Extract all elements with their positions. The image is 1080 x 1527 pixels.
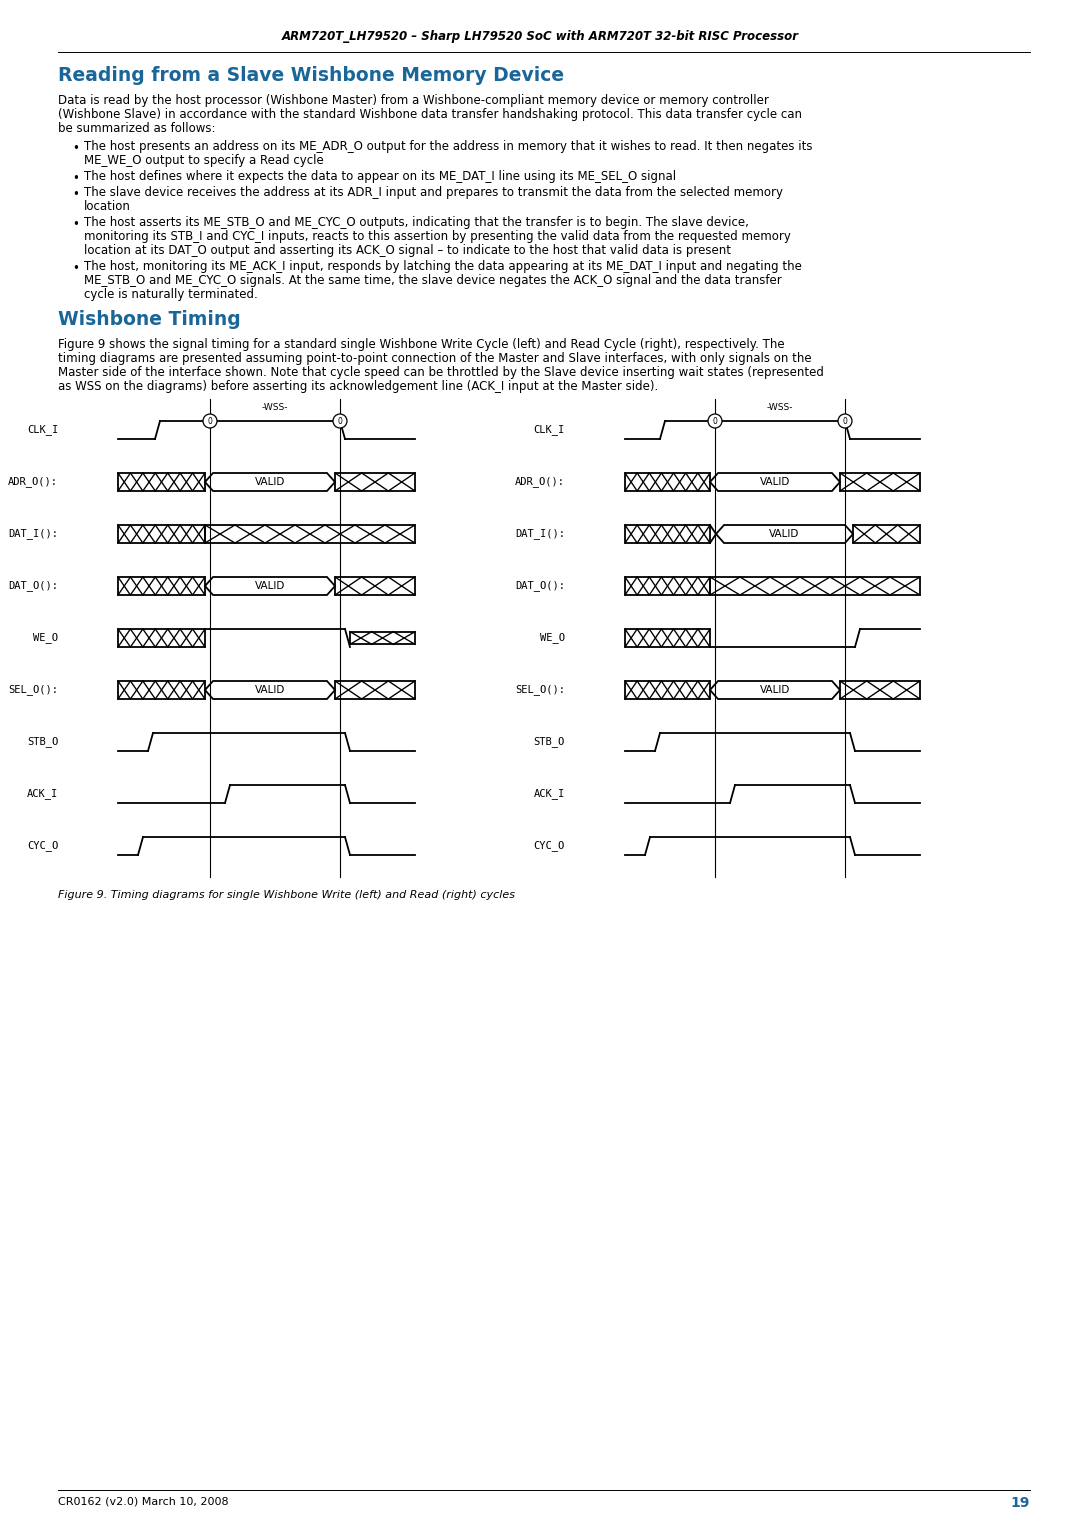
Text: 0: 0 (713, 417, 717, 426)
Text: CYC_O: CYC_O (27, 840, 58, 852)
Text: •: • (72, 263, 79, 275)
Text: ADR_O():: ADR_O(): (8, 476, 58, 487)
Text: location at its DAT_O output and asserting its ACK_O signal – to indicate to the: location at its DAT_O output and asserti… (84, 244, 731, 257)
Text: STB_O: STB_O (534, 736, 565, 747)
Text: STB_O: STB_O (27, 736, 58, 747)
Text: -WSS-: -WSS- (767, 403, 793, 411)
Text: Master side of the interface shown. Note that cycle speed can be throttled by th: Master side of the interface shown. Note… (58, 366, 824, 379)
Text: DAT_I():: DAT_I(): (515, 528, 565, 539)
Text: cycle is naturally terminated.: cycle is naturally terminated. (84, 289, 258, 301)
Text: VALID: VALID (760, 476, 791, 487)
Text: SEL_O():: SEL_O(): (515, 684, 565, 695)
Text: Wishbone Timing: Wishbone Timing (58, 310, 241, 328)
Text: VALID: VALID (769, 528, 799, 539)
Text: DAT_I():: DAT_I(): (8, 528, 58, 539)
Text: ME_STB_O and ME_CYC_O signals. At the same time, the slave device negates the AC: ME_STB_O and ME_CYC_O signals. At the sa… (84, 273, 782, 287)
Text: SEL_O():: SEL_O(): (8, 684, 58, 695)
Text: ACK_I: ACK_I (27, 788, 58, 800)
Polygon shape (205, 577, 335, 596)
Text: CYC_O: CYC_O (534, 840, 565, 852)
Text: •: • (72, 142, 79, 156)
Text: 0: 0 (338, 417, 342, 426)
Text: 0: 0 (207, 417, 213, 426)
Text: 19: 19 (1011, 1496, 1030, 1510)
Text: The host, monitoring its ME_ACK_I input, responds by latching the data appearing: The host, monitoring its ME_ACK_I input,… (84, 260, 801, 273)
Text: WE_O: WE_O (33, 632, 58, 643)
Text: •: • (72, 188, 79, 202)
Text: VALID: VALID (255, 580, 285, 591)
Text: (Wishbone Slave) in accordance with the standard Wishbone data transfer handshak: (Wishbone Slave) in accordance with the … (58, 108, 802, 121)
Circle shape (203, 414, 217, 428)
Text: as WSS on the diagrams) before asserting its acknowledgement line (ACK_I input a: as WSS on the diagrams) before asserting… (58, 380, 658, 392)
Text: ARM720T_LH79520 – Sharp LH79520 SoC with ARM720T 32-bit RISC Processor: ARM720T_LH79520 – Sharp LH79520 SoC with… (282, 31, 798, 43)
Text: 0: 0 (842, 417, 848, 426)
Text: location: location (84, 200, 131, 212)
Text: Data is read by the host processor (Wishbone Master) from a Wishbone-compliant m: Data is read by the host processor (Wish… (58, 95, 769, 107)
Text: ADR_O():: ADR_O(): (515, 476, 565, 487)
Text: CLK_I: CLK_I (27, 425, 58, 435)
Text: Reading from a Slave Wishbone Memory Device: Reading from a Slave Wishbone Memory Dev… (58, 66, 564, 86)
Text: The slave device receives the address at its ADR_I input and prepares to transmi: The slave device receives the address at… (84, 186, 783, 199)
Text: ACK_I: ACK_I (534, 788, 565, 800)
Polygon shape (710, 473, 840, 492)
Circle shape (333, 414, 347, 428)
Polygon shape (716, 525, 853, 544)
Text: Figure 9 shows the signal timing for a standard single Wishbone Write Cycle (lef: Figure 9 shows the signal timing for a s… (58, 337, 785, 351)
Text: The host defines where it expects the data to appear on its ME_DAT_I line using : The host defines where it expects the da… (84, 169, 676, 183)
Text: ME_WE_O output to specify a Read cycle: ME_WE_O output to specify a Read cycle (84, 154, 324, 166)
Text: monitoring its STB_I and CYC_I inputs, reacts to this assertion by presenting th: monitoring its STB_I and CYC_I inputs, r… (84, 231, 791, 243)
Text: Figure 9. Timing diagrams for single Wishbone Write (left) and Read (right) cycl: Figure 9. Timing diagrams for single Wis… (58, 890, 515, 899)
Text: The host presents an address on its ME_ADR_O output for the address in memory th: The host presents an address on its ME_A… (84, 140, 812, 153)
Text: timing diagrams are presented assuming point-to-point connection of the Master a: timing diagrams are presented assuming p… (58, 353, 812, 365)
Text: DAT_O():: DAT_O(): (515, 580, 565, 591)
Text: VALID: VALID (255, 686, 285, 695)
Text: VALID: VALID (255, 476, 285, 487)
Text: The host asserts its ME_STB_O and ME_CYC_O outputs, indicating that the transfer: The host asserts its ME_STB_O and ME_CYC… (84, 215, 748, 229)
Text: -WSS-: -WSS- (261, 403, 288, 411)
Text: •: • (72, 173, 79, 185)
Text: VALID: VALID (760, 686, 791, 695)
Text: CR0162 (v2.0) March 10, 2008: CR0162 (v2.0) March 10, 2008 (58, 1496, 229, 1506)
Polygon shape (710, 681, 840, 699)
Polygon shape (205, 473, 335, 492)
Text: WE_O: WE_O (540, 632, 565, 643)
Text: CLK_I: CLK_I (534, 425, 565, 435)
Circle shape (838, 414, 852, 428)
Text: DAT_O():: DAT_O(): (8, 580, 58, 591)
Circle shape (708, 414, 723, 428)
Text: be summarized as follows:: be summarized as follows: (58, 122, 216, 134)
Polygon shape (205, 681, 335, 699)
Text: •: • (72, 218, 79, 231)
